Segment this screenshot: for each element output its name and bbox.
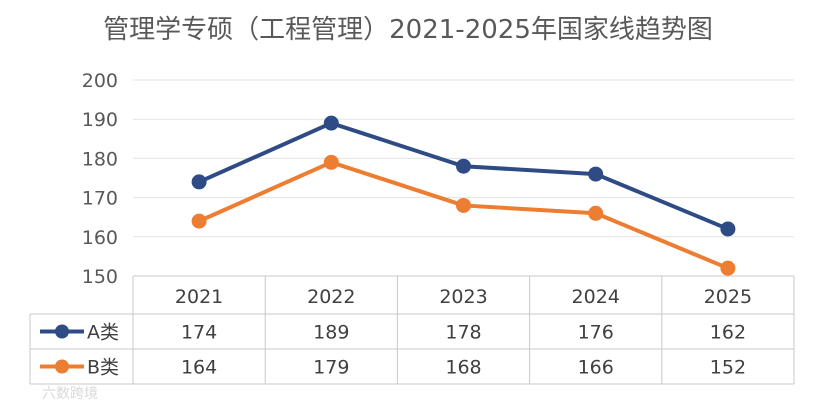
data-point: [588, 205, 604, 221]
legend-marker: [55, 359, 69, 374]
data-table-value: 176: [578, 322, 614, 344]
y-tick-label: 150: [82, 266, 118, 288]
x-tick-label: 2021: [175, 286, 223, 308]
data-point: [720, 260, 736, 276]
series-line: [198, 121, 729, 231]
series-line: [198, 160, 729, 271]
data-table-value: 166: [578, 357, 614, 379]
x-tick-label: 2024: [572, 286, 620, 308]
data-point: [191, 174, 207, 190]
data-table-value: 178: [445, 322, 481, 344]
data-table: 2021 2022 2023 2024 2025 A类 174 189 178 176 162 B类 1…: [29, 275, 795, 385]
data-table-value: 168: [445, 357, 481, 379]
data-point: [191, 213, 207, 229]
data-point: [323, 115, 339, 131]
chart-title: 管理学专硕（工程管理）2021-2025年国家线趋势图: [103, 15, 713, 45]
data-table-value: 164: [181, 357, 217, 379]
plot-area: [191, 115, 736, 276]
legend-marker: [55, 324, 69, 339]
y-tick-label: 170: [82, 188, 118, 210]
x-tick-label: 2025: [704, 286, 752, 308]
data-table-value: 162: [710, 322, 746, 344]
y-tick-label: 190: [82, 109, 118, 131]
watermark-text: 六数跨境: [42, 386, 98, 402]
legend-label: A类: [87, 322, 119, 344]
y-axis: 150 160 170 180 190 200: [82, 70, 118, 288]
data-point: [456, 197, 471, 213]
y-tick-label: 200: [82, 70, 118, 92]
data-point: [720, 221, 736, 237]
data-point: [588, 166, 604, 182]
y-tick-label: 160: [82, 227, 118, 249]
legend-label: B类: [87, 357, 119, 379]
x-tick-label: 2022: [307, 286, 355, 308]
x-tick-label: 2023: [439, 286, 487, 308]
data-point: [456, 158, 471, 174]
gridlines: [133, 79, 794, 238]
y-tick-label: 180: [82, 148, 118, 170]
data-table-value: 174: [181, 322, 217, 344]
data-table-value: 189: [313, 322, 349, 344]
data-table-value: 152: [710, 357, 746, 379]
data-table-value: 179: [313, 357, 349, 379]
data-point: [323, 154, 339, 170]
